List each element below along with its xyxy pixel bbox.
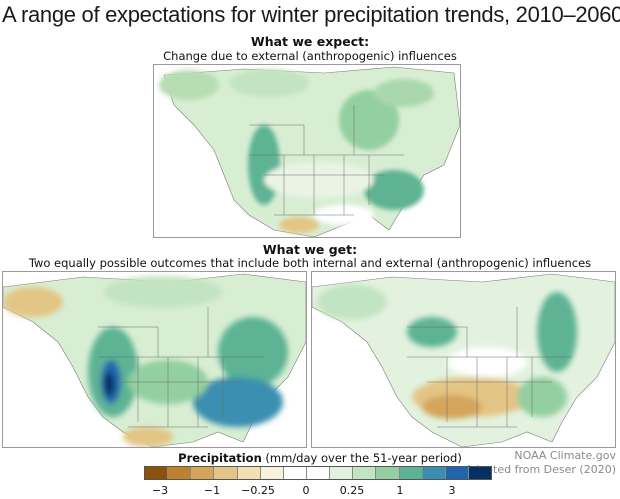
colorbar-swatch xyxy=(145,467,168,479)
colorbar xyxy=(144,466,492,480)
colorbar-swatch xyxy=(352,467,376,479)
colorbar-title-bold: Precipitation xyxy=(178,451,262,465)
colorbar-tick-label: 3 xyxy=(448,484,456,497)
map-outcome-1 xyxy=(2,271,307,448)
colorbar-swatch xyxy=(190,467,214,479)
page-title: A range of expectations for winter preci… xyxy=(2,2,620,27)
colorbar-tick-label: 0 xyxy=(302,484,310,497)
colorbar-swatch xyxy=(421,467,445,479)
colorbar-tick-label: −0.25 xyxy=(241,484,275,497)
colorbar-swatch xyxy=(329,467,353,479)
colorbar-swatch xyxy=(236,467,260,479)
colorbar-tick-label: 1 xyxy=(396,484,404,497)
colorbar-swatch xyxy=(375,467,399,479)
credit-source: NOAA Climate.gov xyxy=(514,449,616,462)
outcomes-heading: What we get: xyxy=(262,242,358,257)
colorbar-tick-label: 0.25 xyxy=(339,484,365,497)
colorbar-swatch xyxy=(398,467,422,479)
colorbar-swatch xyxy=(259,467,283,479)
outcomes-subheading: Two equally possible outcomes that inclu… xyxy=(28,256,592,270)
colorbar-tick-label: −3 xyxy=(151,484,169,497)
colorbar-swatch xyxy=(167,467,191,479)
colorbar-swatch xyxy=(444,467,468,479)
expected-heading: What we expect: xyxy=(250,34,370,49)
colorbar-swatch xyxy=(467,467,492,479)
colorbar-title-units: (mm/day over the 51-year period) xyxy=(261,451,462,465)
map-outcome-2 xyxy=(311,271,616,448)
colorbar-title: Precipitation (mm/day over the 51-year p… xyxy=(150,451,490,465)
colorbar-swatch xyxy=(282,467,306,479)
expected-subheading: Change due to external (anthropogenic) i… xyxy=(163,49,457,63)
colorbar-tick-label: −1 xyxy=(203,484,221,497)
colorbar-swatch xyxy=(305,467,330,479)
colorbar-swatch xyxy=(213,467,237,479)
map-expected xyxy=(153,64,461,238)
credit-adapted: Adapted from Deser (2020) xyxy=(464,463,616,476)
